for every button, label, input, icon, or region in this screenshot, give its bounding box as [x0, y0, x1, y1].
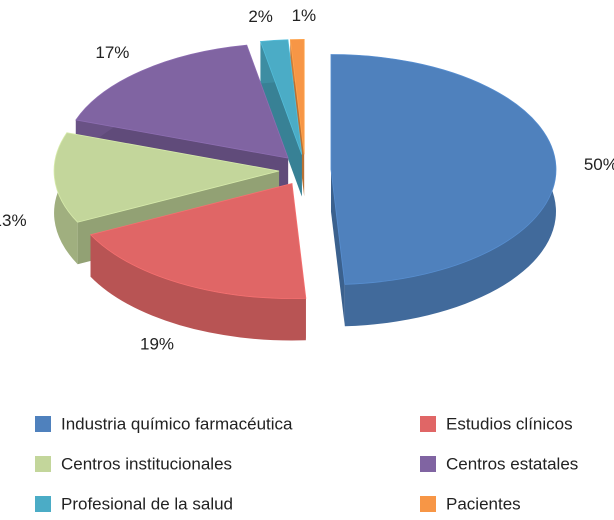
legend-label: Profesional de la salud	[61, 494, 233, 513]
slice	[259, 39, 303, 197]
legend-swatch	[35, 456, 51, 472]
legend: Industria químico farmacéutica Estudios c…	[35, 414, 578, 513]
slice-top	[89, 183, 307, 299]
legend-swatch	[35, 496, 51, 512]
legend-label: Centros estatales	[446, 454, 578, 473]
data-label: 19%	[140, 335, 174, 354]
slice	[330, 54, 557, 327]
legend-swatch	[420, 416, 436, 432]
slice-side	[330, 169, 345, 327]
legend-label: Centros institucionales	[61, 454, 232, 473]
legend-swatch	[420, 456, 436, 472]
legend-label: Estudios clínicos	[446, 414, 573, 433]
data-label: 2%	[248, 7, 273, 26]
slice-top	[330, 54, 557, 285]
data-label: 17%	[95, 43, 129, 62]
slice-top	[259, 39, 303, 155]
legend-label: Industria químico farmacéutica	[61, 414, 293, 433]
slice-top	[53, 132, 280, 223]
slice-wall	[90, 234, 306, 341]
legend-label: Pacientes	[446, 494, 521, 513]
slice-top	[75, 44, 289, 159]
legend-swatch	[420, 496, 436, 512]
legend-swatch	[35, 416, 51, 432]
slice	[89, 183, 307, 341]
data-label: 13%	[0, 211, 27, 230]
data-label: 50%	[584, 155, 614, 174]
slice-top	[289, 39, 305, 155]
data-label: 1%	[292, 6, 317, 25]
